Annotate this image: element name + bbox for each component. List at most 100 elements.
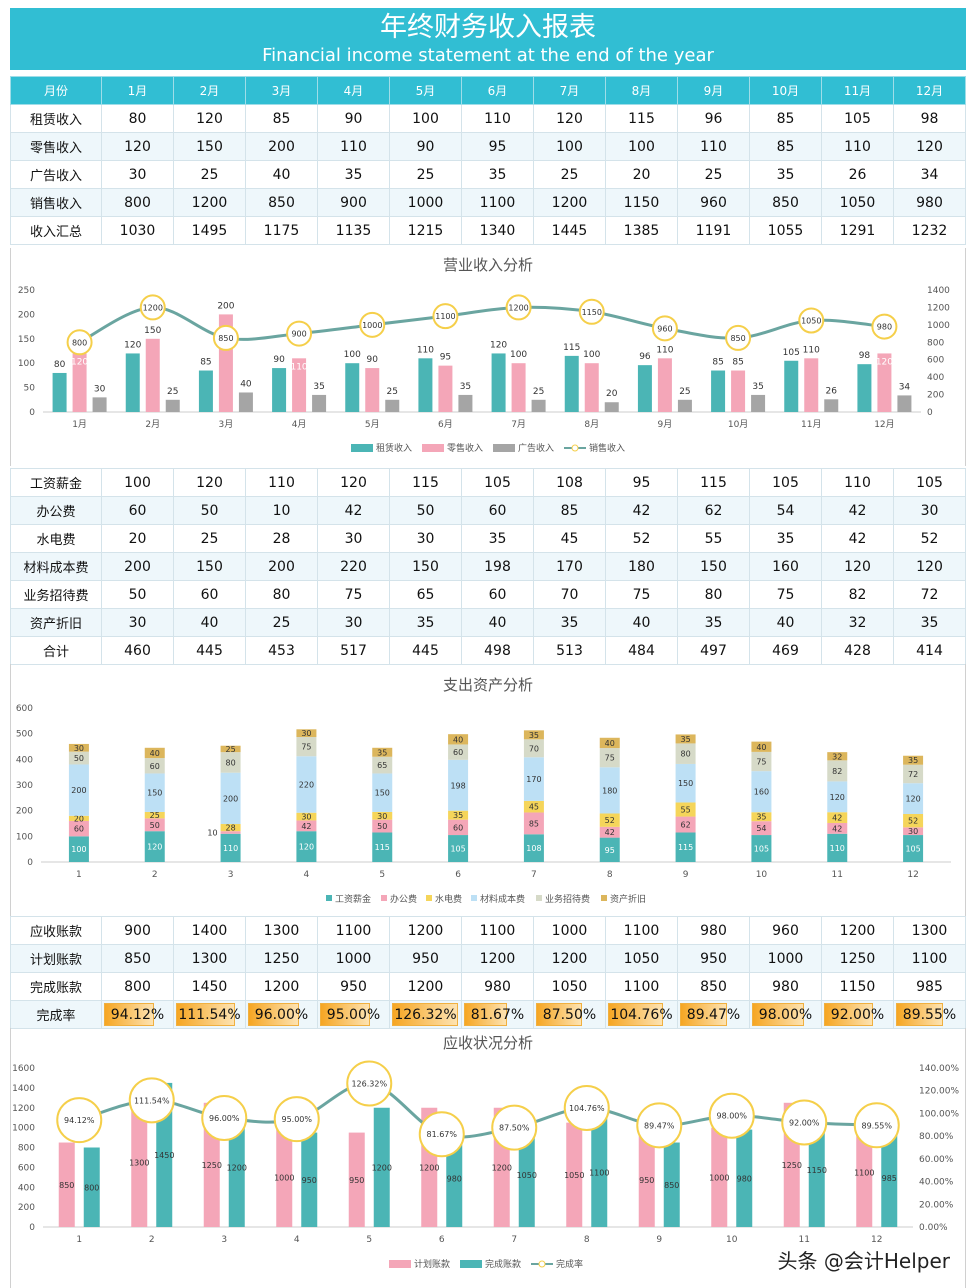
value-cell: 1200 bbox=[389, 972, 462, 1001]
data-label: 40 bbox=[605, 739, 615, 748]
x-tick-label: 5 bbox=[379, 870, 385, 880]
x-tick-label: 10月 bbox=[728, 419, 748, 430]
value-cell: 42 bbox=[821, 524, 894, 553]
bar bbox=[276, 1127, 293, 1227]
data-label: 54 bbox=[756, 824, 766, 833]
rate-value: 81.67% bbox=[470, 1006, 525, 1023]
value-cell: 484 bbox=[605, 636, 678, 665]
bar-segment bbox=[448, 744, 469, 760]
legend-label: 零售收入 bbox=[447, 442, 483, 454]
bar bbox=[238, 392, 253, 412]
rate-cell: 98.00% bbox=[749, 1000, 822, 1029]
value-cell: 180 bbox=[605, 552, 678, 581]
value-cell: 900 bbox=[101, 916, 174, 945]
data-label: 200 bbox=[217, 301, 234, 311]
value-cell: 1445 bbox=[533, 216, 606, 245]
bar bbox=[564, 355, 579, 412]
data-label: 110 bbox=[830, 844, 845, 853]
month-header: 10月 bbox=[749, 76, 822, 105]
value-cell: 1150 bbox=[821, 972, 894, 1001]
legend-label: 业务招待费 bbox=[545, 893, 590, 905]
data-label: 42 bbox=[301, 822, 311, 831]
month-header: 3月 bbox=[245, 76, 318, 105]
data-label: 850 bbox=[664, 1181, 679, 1190]
bar bbox=[292, 358, 307, 412]
y-tick-label: 100 bbox=[18, 359, 35, 369]
y2-tick-label: 40.00% bbox=[919, 1178, 954, 1188]
value-cell: 460 bbox=[101, 636, 174, 665]
value-cell: 110 bbox=[821, 468, 894, 497]
header-cell: 月份 bbox=[10, 76, 102, 105]
value-cell: 498 bbox=[461, 636, 534, 665]
value-cell: 800 bbox=[101, 188, 174, 217]
report-title: 年终财务收入报表 bbox=[380, 12, 596, 43]
data-label: 850 bbox=[730, 334, 745, 343]
data-label: 115 bbox=[563, 343, 580, 353]
bar-segment bbox=[751, 821, 772, 836]
data-label: 32 bbox=[832, 752, 842, 761]
bar-segment bbox=[144, 818, 165, 832]
data-label: 980 bbox=[877, 323, 892, 332]
bar-segment bbox=[296, 820, 317, 832]
value-cell: 1050 bbox=[605, 944, 678, 973]
line-marker bbox=[578, 298, 605, 325]
data-label: 198 bbox=[450, 781, 465, 790]
value-cell: 85 bbox=[533, 496, 606, 525]
data-label: 70 bbox=[529, 744, 539, 753]
x-tick-label: 9 bbox=[656, 1235, 662, 1245]
data-bar bbox=[896, 1003, 944, 1026]
legend-swatch bbox=[381, 895, 387, 901]
data-label: 115 bbox=[678, 843, 693, 852]
bar bbox=[491, 353, 506, 412]
value-cell: 10 bbox=[245, 496, 318, 525]
data-label: 120 bbox=[147, 843, 162, 852]
value-cell: 50 bbox=[389, 496, 462, 525]
value-cell: 1000 bbox=[749, 944, 822, 973]
data-label: 126.32% bbox=[351, 1080, 387, 1089]
value-cell: 65 bbox=[389, 580, 462, 609]
value-cell: 1100 bbox=[317, 916, 390, 945]
data-label: 75 bbox=[756, 758, 766, 767]
value-cell: 72 bbox=[893, 580, 966, 609]
value-cell: 100 bbox=[533, 132, 606, 161]
y-tick-label: 0 bbox=[27, 858, 33, 868]
value-cell: 108 bbox=[533, 468, 606, 497]
data-label: 1250 bbox=[782, 1161, 802, 1170]
y2-tick-label: 1000 bbox=[927, 321, 950, 331]
bar-segment bbox=[372, 811, 393, 820]
data-label: 150 bbox=[147, 789, 162, 798]
bar-segment bbox=[827, 812, 848, 823]
data-label: 30 bbox=[908, 827, 918, 836]
data-label: 1100 bbox=[435, 312, 455, 321]
data-label: 42 bbox=[832, 814, 842, 823]
rate-value: 98.00% bbox=[758, 1006, 813, 1023]
data-label: 980 bbox=[737, 1174, 752, 1183]
bar-segment bbox=[523, 739, 544, 758]
y-tick-label: 200 bbox=[18, 310, 35, 320]
y2-tick-label: 20.00% bbox=[919, 1200, 954, 1210]
x-tick-label: 12 bbox=[907, 870, 918, 880]
value-cell: 120 bbox=[317, 468, 390, 497]
data-label: 60 bbox=[453, 823, 463, 832]
value-cell: 40 bbox=[245, 160, 318, 189]
data-label: 1000 bbox=[274, 1173, 294, 1182]
value-cell: 60 bbox=[101, 496, 174, 525]
bar bbox=[373, 1107, 390, 1227]
x-tick-label: 10 bbox=[756, 870, 768, 880]
bar bbox=[784, 360, 799, 412]
value-cell: 90 bbox=[389, 132, 462, 161]
x-tick-label: 12 bbox=[871, 1235, 882, 1245]
data-label: 50 bbox=[150, 821, 160, 830]
bar bbox=[301, 1132, 318, 1227]
data-label: 960 bbox=[657, 324, 672, 333]
value-cell: 100 bbox=[605, 132, 678, 161]
value-cell: 80 bbox=[677, 580, 750, 609]
bar-segment bbox=[599, 826, 620, 838]
bar-segment bbox=[68, 743, 89, 752]
rate-value: 95.00% bbox=[326, 1006, 381, 1023]
value-cell: 20 bbox=[101, 524, 174, 553]
rate-cell: 81.67% bbox=[461, 1000, 534, 1029]
rate-cell: 111.54% bbox=[173, 1000, 246, 1029]
data-label: 160 bbox=[754, 788, 769, 797]
data-label: 25 bbox=[533, 387, 544, 397]
